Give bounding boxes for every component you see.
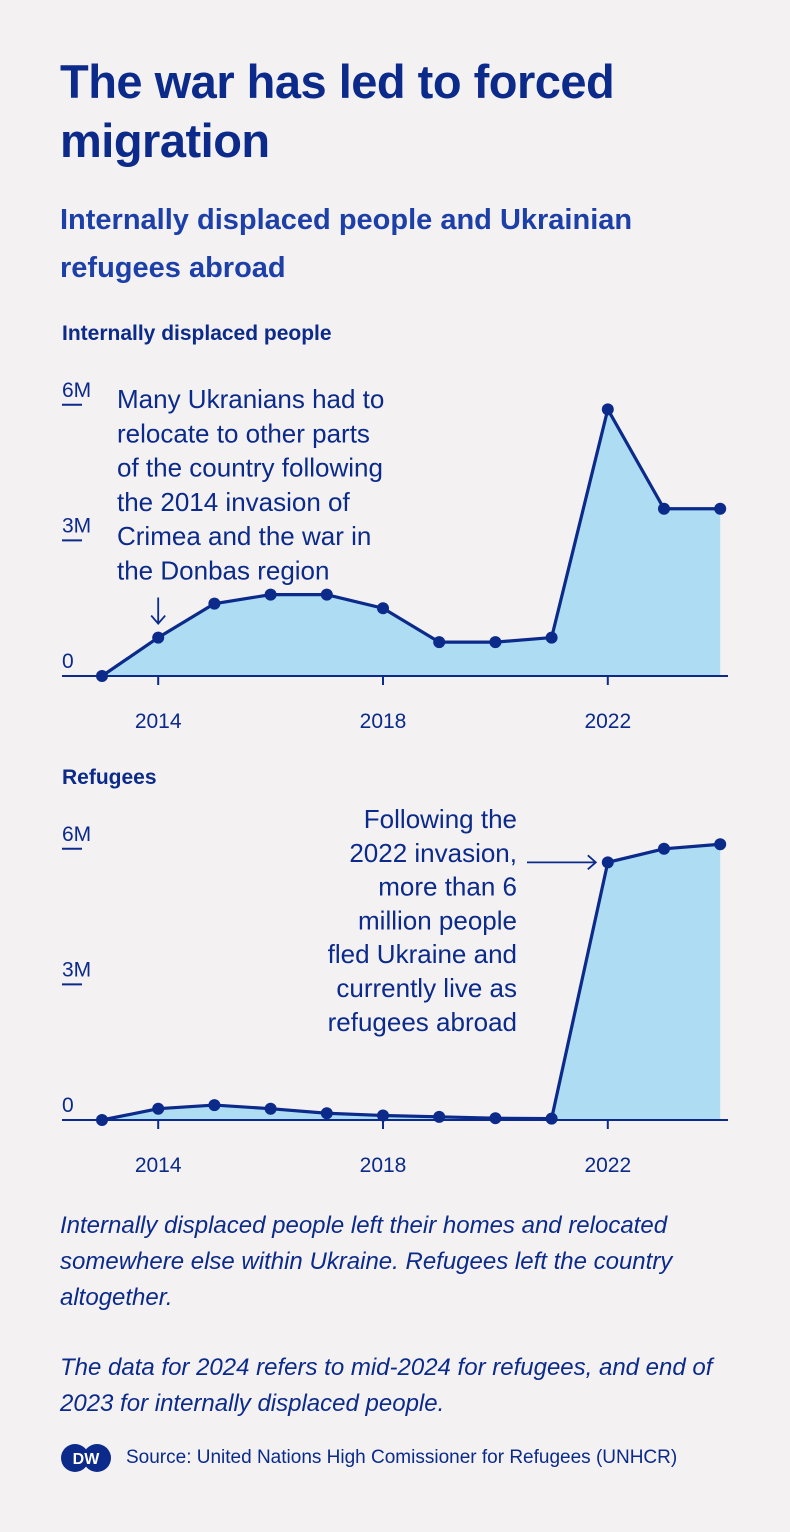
x-tick-label: 2022 [584,710,631,733]
note-definitions: Internally displaced people left their h… [60,1212,673,1311]
annotation-line: refugees abroad [328,1007,517,1037]
dw-logo-text: DW [73,1451,101,1468]
data-point [658,502,670,515]
annotation-line: currently live as [336,973,517,1003]
annotation-line: million people [358,905,517,935]
data-point [96,1114,108,1126]
y-tick-label: 0 [62,1094,74,1117]
data-point [545,631,558,644]
area-fill [102,844,721,1120]
data-point [601,856,614,869]
data-point [208,1099,221,1112]
annotation-line: the 2014 invasion of [117,487,351,517]
y-tick-label: 0 [62,650,74,673]
y-tick-label: 6M [62,823,91,846]
y-tick-label: 3M [62,958,91,981]
source-line: DW Source: United Nations High Comission… [60,1443,677,1473]
note-data-dates: The data for 2024 refers to mid-2024 for… [60,1354,713,1417]
x-tick-label: 2022 [584,1154,631,1177]
y-tick-label: 6M [62,379,91,402]
dw-logo-icon: DW [61,1444,111,1472]
series-line [101,407,721,678]
data-point [545,1112,558,1125]
x-tick-label: 2014 [135,710,182,733]
data-point [433,636,446,649]
annotation-line: more than 6 [378,872,517,902]
annotation-line: 2022 invasion, [349,838,517,868]
annotation-line: relocate to other parts [117,418,370,448]
annotation-line: the Donbas region [117,556,329,586]
data-point [433,1110,446,1123]
data-point [152,1102,165,1115]
data-point [152,631,165,644]
area-fill [102,409,721,676]
refugees-panel-title: Refugees [62,766,157,789]
data-point [377,1109,389,1122]
annotation-line: Many Ukranians had to [117,384,384,414]
annotation-arrowhead [150,614,166,625]
data-point [377,602,389,615]
source-text: Source: United Nations High Comissioner … [126,1447,678,1468]
data-point [264,588,277,601]
y-tick-label: 3M [62,514,91,537]
x-tick-label: 2018 [360,710,407,733]
page-subtitle: Internally displaced people and Ukrainia… [60,204,633,284]
data-point [264,1102,277,1115]
data-point [320,1107,333,1120]
annotation-line: Following the [364,804,517,834]
idp-panel-title: Internally displaced people [62,322,332,345]
data-point [208,597,221,610]
data-point [320,588,333,601]
annotation-arrowhead [587,854,598,871]
annotation-line: of the country following [117,453,383,483]
data-point [658,842,670,855]
data-point [489,1112,502,1125]
annotation-line: Crimea and the war in [117,521,371,551]
data-point [714,838,727,851]
x-tick-label: 2018 [360,1154,407,1177]
data-point [601,403,614,416]
x-tick-label: 2014 [135,1154,182,1177]
data-point [489,636,502,649]
data-point [714,502,727,515]
series-line [101,842,721,1122]
idp-chart: 2014 2018 2022 6M 3M 0 Many Ukranians had to re… [62,379,728,733]
annotation-line: fled Ukraine and [328,939,517,969]
data-point [96,670,108,682]
page-title: The war has led to forced migration [60,55,615,167]
refugees-chart: 2014 2018 2022 6M 3M 0 Following the 2022 invas… [62,804,728,1177]
